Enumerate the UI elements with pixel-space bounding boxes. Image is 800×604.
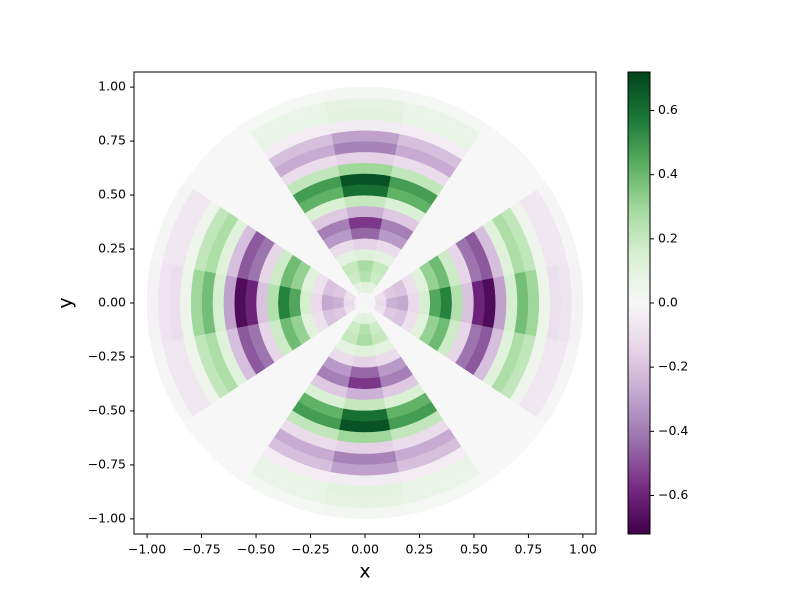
heatmap-cell bbox=[460, 281, 475, 325]
heatmap-cell bbox=[536, 342, 580, 424]
heatmap-cell bbox=[345, 205, 385, 219]
colorbar-tick-label: −0.2 bbox=[658, 359, 688, 374]
heatmap-cell bbox=[299, 290, 312, 316]
y-tick-label: 0.75 bbox=[98, 133, 126, 148]
heatmap-cell bbox=[418, 290, 431, 316]
heatmap-cell bbox=[288, 287, 302, 319]
heatmap-cell bbox=[343, 397, 387, 412]
heatmap-cell bbox=[450, 283, 464, 323]
heatmap-cell bbox=[356, 259, 374, 272]
heatmap-cell bbox=[471, 279, 486, 327]
heatmap-cell bbox=[351, 237, 379, 251]
colorbar-tick-label: 0.6 bbox=[658, 102, 678, 117]
y-tick-label: 0.00 bbox=[98, 295, 126, 310]
x-tick-label: 1.00 bbox=[569, 542, 597, 557]
heatmap-cell bbox=[347, 216, 383, 230]
heatmap-cell bbox=[321, 294, 334, 312]
y-tick-label: 1.00 bbox=[98, 79, 126, 94]
heatmap bbox=[146, 86, 584, 520]
heatmap-cell bbox=[341, 183, 389, 198]
heatmap-cell bbox=[310, 292, 323, 314]
colorbar bbox=[627, 71, 651, 535]
heatmap-cell bbox=[349, 227, 381, 240]
heatmap-cell bbox=[351, 355, 379, 369]
heatmap-cell bbox=[407, 292, 420, 314]
x-tick-label: 0.25 bbox=[406, 542, 434, 557]
colorbar-tick-label: −0.4 bbox=[658, 423, 688, 438]
heatmap-cell bbox=[255, 281, 270, 325]
heatmap-cell bbox=[347, 376, 383, 390]
x-axis-label: x bbox=[359, 561, 370, 583]
heatmap-cell bbox=[354, 248, 376, 262]
heatmap-cell bbox=[439, 285, 453, 321]
colorbar-tick-label: 0.4 bbox=[658, 166, 678, 181]
heatmap-cell bbox=[349, 366, 381, 379]
heatmap-cell bbox=[354, 344, 376, 358]
x-tick-label: −0.50 bbox=[237, 542, 275, 557]
x-tick-label: 0.50 bbox=[460, 542, 488, 557]
heatmap-cell bbox=[341, 408, 389, 423]
x-tick-label: −0.75 bbox=[182, 542, 220, 557]
heatmap-cell bbox=[396, 294, 409, 312]
heatmap-cell bbox=[244, 279, 259, 327]
x-tick-label: 0.00 bbox=[351, 542, 379, 557]
heatmap-cell bbox=[428, 287, 442, 319]
heatmap-cell bbox=[343, 194, 387, 209]
x-tick-label: 0.75 bbox=[515, 542, 543, 557]
x-tick-label: −0.25 bbox=[291, 542, 329, 557]
x-tick-label: −1.00 bbox=[128, 542, 166, 557]
y-tick-label: −0.25 bbox=[88, 348, 126, 363]
y-axis-label: y bbox=[55, 297, 77, 308]
heatmap-cell bbox=[277, 285, 291, 321]
heatmap-cell bbox=[345, 387, 385, 401]
colorbar-tick-label: 0.0 bbox=[658, 295, 678, 310]
heatmap-cell bbox=[266, 283, 280, 323]
y-tick-label: 0.50 bbox=[98, 187, 126, 202]
colorbar-tick-label: −0.6 bbox=[658, 487, 688, 502]
y-tick-label: −0.75 bbox=[88, 456, 126, 471]
y-tick-label: −0.50 bbox=[88, 402, 126, 417]
colorbar-tick-label: 0.2 bbox=[658, 230, 678, 245]
y-tick-label: 0.25 bbox=[98, 241, 126, 256]
heatmap-cell bbox=[356, 334, 374, 347]
y-tick-label: −1.00 bbox=[88, 510, 126, 525]
